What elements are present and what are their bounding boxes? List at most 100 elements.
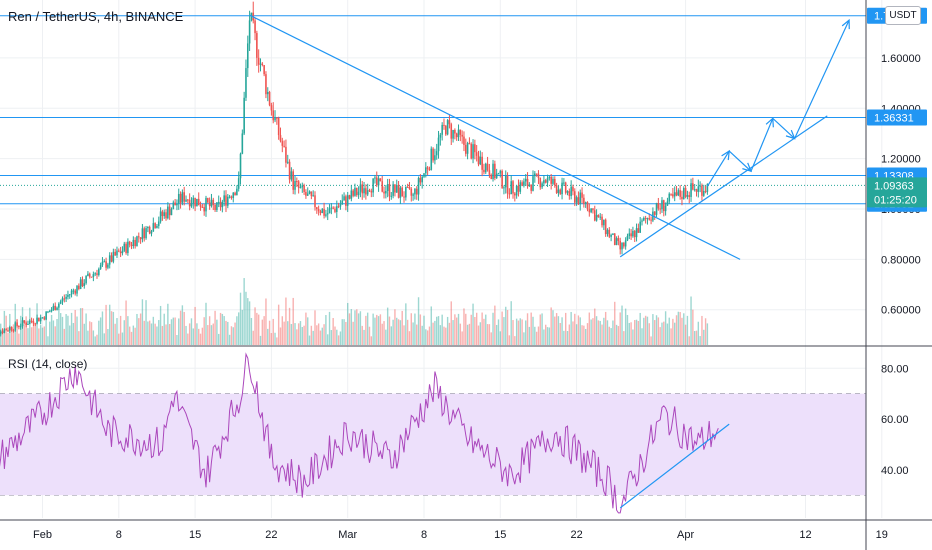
candle-body [197,198,200,206]
volume-bar [490,332,492,345]
volume-bar [410,313,412,345]
volume-bar [52,320,55,345]
volume-bar [314,310,316,345]
candle-body [221,201,224,208]
candle-body [564,182,567,193]
candle-body [514,193,516,196]
volume-bar [250,317,253,345]
volume-bar [377,316,380,345]
candle-body [14,322,17,331]
candle-body [579,192,582,205]
volume-bar [179,310,182,345]
candle-body [181,192,184,203]
candle-body [633,230,636,238]
candle-body [308,191,311,194]
volume-bar [227,321,229,345]
volume-bar [63,328,65,345]
volume-bar [494,305,496,345]
candle-body [7,330,9,332]
candle-body [50,309,53,312]
candles[interactable] [0,1,709,338]
candle-body [332,207,334,209]
candle-body [394,184,396,193]
volume-bar [90,322,93,345]
volume-bar [23,324,26,345]
candle-body [517,185,520,192]
candle-body [230,196,233,198]
candle-body [194,197,196,207]
candle-body [586,202,589,210]
volume-bar [421,325,423,345]
volume-bar [630,322,632,345]
candle-body [145,228,147,239]
candle-body [38,317,40,322]
volume-bar [661,322,663,345]
volume-bar [597,320,600,345]
candle-body [130,244,133,247]
volume-bar [650,336,652,345]
volume-bar [481,312,483,345]
candle-body [454,129,456,134]
volume-bar [110,311,113,345]
candle-body [423,173,425,177]
volume-bar [617,326,620,345]
candle-body [673,192,676,197]
candle-body [154,223,156,228]
volume-bar [176,335,178,345]
volume-bar [568,324,571,345]
volume-bar [130,331,133,345]
volume-bar [624,308,627,345]
volume-bar [397,319,400,345]
volume-bar [98,320,100,345]
volume-bar [436,316,438,345]
volume-bar [187,333,189,345]
current-price-label-countdown: 01:25:20 [874,194,917,206]
candle-body [9,327,11,331]
candle-body [305,191,307,196]
volume-bar [94,336,96,345]
volume-bar [595,316,598,345]
volume-bar [417,297,420,345]
volume-bar [626,314,629,345]
rsi-series[interactable] [0,352,730,514]
candle-body [584,202,587,204]
volume-bar [555,313,558,345]
candle-body [490,174,493,179]
volume-bar [194,306,196,345]
volume-bar [116,318,118,345]
drawings[interactable] [249,14,850,260]
volume-bar [577,315,580,345]
volume-bar [85,313,87,345]
candle-body [570,186,572,196]
volume-bar [443,326,445,345]
volume-bar [615,324,618,345]
volume-bar [294,323,296,345]
candle-body [212,199,215,205]
volume-bar [223,316,225,345]
volume-bar [259,335,262,345]
volume-bar [78,331,80,345]
volume-bar [539,314,541,345]
horizontal-levels[interactable] [0,15,866,205]
volume-bar [296,329,298,345]
volume-bar [345,321,347,345]
candle-body [385,191,387,194]
candle-body [682,188,685,200]
volume-bar [396,317,398,345]
volume-bar [332,318,334,345]
volume-bar [39,325,42,345]
volume-bar [552,310,554,345]
candle-body [10,327,13,331]
currency-button[interactable]: USDT [885,6,921,25]
candle-body [58,303,60,308]
candle-body [32,321,35,324]
volume-bar [336,329,338,345]
candle-body [259,63,262,65]
volume-bar [154,323,156,345]
candle-body [463,136,465,145]
volume-bar [652,314,654,345]
volume-bar [105,304,107,345]
volume-bar [141,299,144,345]
volume-bar [510,301,512,345]
